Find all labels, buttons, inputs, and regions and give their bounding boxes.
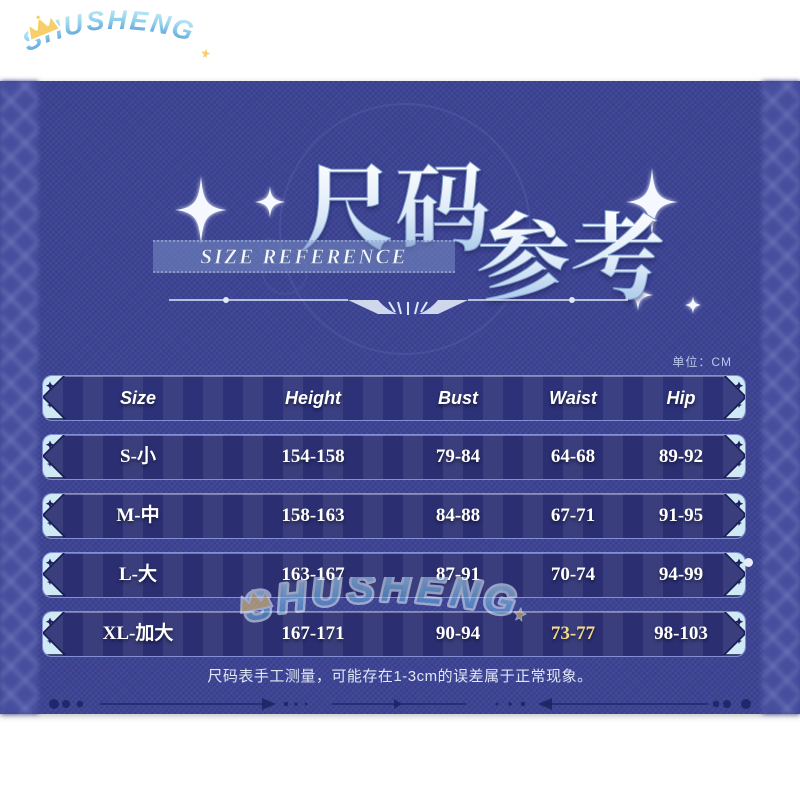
- svg-text:SIZE REFERENCE: SIZE REFERENCE: [200, 245, 407, 269]
- svg-text:G: G: [168, 12, 196, 47]
- svg-text:U: U: [61, 8, 87, 41]
- svg-text:S: S: [85, 8, 106, 37]
- svg-text:参考: 参考: [476, 206, 666, 312]
- svg-text:E: E: [129, 8, 151, 37]
- svg-text:H: H: [107, 8, 127, 35]
